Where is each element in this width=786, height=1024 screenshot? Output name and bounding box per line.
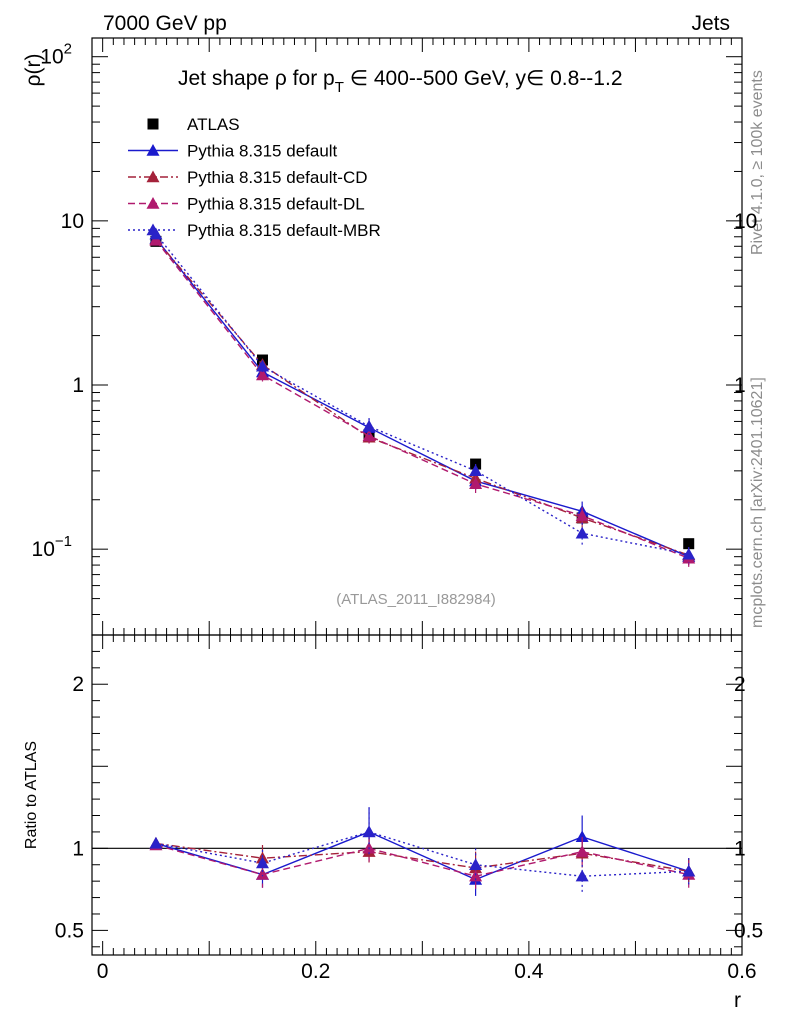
main-series bbox=[149, 227, 696, 567]
data-point bbox=[575, 845, 589, 857]
data-point bbox=[469, 477, 483, 490]
legend-marker bbox=[146, 197, 160, 209]
ratio-y-tick-label: 2 bbox=[72, 673, 84, 696]
data-point bbox=[682, 864, 696, 877]
legend-label: Pythia 8.315 default-MBR bbox=[187, 221, 381, 240]
legend-entry: Pythia 8.315 default-CD bbox=[128, 168, 368, 187]
rivet-label: Rivet 4.1.0, ≥ 100k events bbox=[749, 70, 766, 255]
x-tick-label: 0.2 bbox=[301, 960, 330, 983]
legend-label: ATLAS bbox=[187, 115, 240, 134]
ratio-series bbox=[149, 807, 696, 896]
legend-marker bbox=[147, 118, 159, 130]
y-tick-label: 1 bbox=[734, 374, 746, 397]
data-point bbox=[469, 869, 483, 882]
series-line bbox=[155, 238, 689, 558]
data-point bbox=[255, 368, 269, 381]
y-tick-label: 102 bbox=[40, 41, 72, 69]
legend-label: Pythia 8.315 default-CD bbox=[187, 168, 368, 187]
ratio-axes: 0.5 0.51 12 20 0.2 0.4 0.6 bbox=[55, 634, 763, 983]
series-pythia-8-315-default-dl bbox=[149, 233, 696, 567]
data-point bbox=[362, 825, 376, 838]
analysis-watermark: (ATLAS_2011_I882984) bbox=[336, 591, 496, 608]
series-pythia-8-315-default-mbr bbox=[149, 227, 696, 563]
legend-label: Pythia 8.315 default-DL bbox=[187, 195, 365, 214]
legend: ATLAS Pythia 8.315 default Pythia 8.315 de… bbox=[128, 115, 381, 240]
series-line bbox=[155, 831, 689, 881]
legend-entry: ATLAS bbox=[147, 115, 240, 134]
series-pythia-8-315-default bbox=[149, 232, 696, 566]
header-right: Jets bbox=[691, 12, 730, 35]
legend-entry: Pythia 8.315 default bbox=[128, 142, 338, 161]
y-tick-label: 10 bbox=[61, 210, 84, 233]
x-axis-label: r bbox=[734, 989, 741, 1012]
x-tick-label: 0 bbox=[97, 960, 109, 983]
series-pythia-8-315-default bbox=[149, 807, 696, 896]
x-tick-label: 0.4 bbox=[514, 960, 544, 983]
ratio-panel: Ratio to ATLAS r 0.5 0.51 12 20 0.2 0.4 0.6 bbox=[23, 634, 763, 1012]
mcplots-label: mcplots.cern.ch [arXiv:2401.10621] bbox=[749, 377, 766, 628]
series-line bbox=[155, 239, 689, 559]
series-pythia-8-315-default-cd bbox=[149, 836, 696, 885]
y-axis-label: ρ(r) bbox=[22, 54, 45, 87]
ratio-y-tick-label: 1 bbox=[72, 837, 84, 860]
data-point bbox=[575, 869, 589, 882]
series-line bbox=[155, 842, 689, 872]
legend-label: Pythia 8.315 default bbox=[187, 142, 338, 161]
data-point bbox=[255, 868, 269, 880]
header-left: 7000 GeV pp bbox=[103, 12, 227, 35]
data-point bbox=[575, 830, 589, 843]
y-tick-label: 10 bbox=[734, 210, 757, 233]
ratio-y-tick-label: 0.5 bbox=[734, 919, 763, 942]
series-pythia-8-315-default-cd bbox=[149, 232, 696, 564]
ratio-y-tick-label: 0.5 bbox=[55, 919, 84, 942]
series-line bbox=[155, 239, 689, 556]
legend-entry: Pythia 8.315 default-MBR bbox=[128, 221, 381, 240]
data-point bbox=[469, 858, 483, 870]
data-point bbox=[575, 526, 589, 539]
data-point bbox=[255, 359, 269, 372]
series-line bbox=[155, 831, 689, 877]
main-panel: Jet shape ρ for pT ∈ 400--500 GeV, y∈ 0.… bbox=[22, 37, 757, 636]
y-tick-label: 1 bbox=[72, 374, 84, 397]
main-axes: 10−1 1 1 10 10 102 bbox=[32, 37, 757, 636]
legend-entry: Pythia 8.315 default-DL bbox=[128, 195, 365, 214]
legend-marker bbox=[146, 144, 160, 156]
ratio-frame bbox=[91, 634, 743, 956]
data-point bbox=[255, 856, 269, 869]
ratio-y-tick-label: 2 bbox=[734, 673, 746, 696]
data-point bbox=[575, 509, 589, 521]
ratio-y-axis-label: Ratio to ATLAS bbox=[23, 741, 40, 849]
series-pythia-8-315-default-mbr bbox=[149, 807, 696, 893]
data-point bbox=[683, 538, 695, 550]
chart-title: Jet shape ρ for pT ∈ 400--500 GeV, y∈ 0.… bbox=[178, 67, 623, 96]
data-point bbox=[362, 429, 376, 442]
y-tick-label: 10−1 bbox=[32, 533, 72, 561]
series-line bbox=[155, 844, 689, 877]
data-point bbox=[362, 419, 376, 432]
data-point bbox=[469, 464, 483, 477]
series-pythia-8-315-default-dl bbox=[149, 835, 696, 893]
data-point bbox=[149, 836, 163, 849]
data-point bbox=[682, 547, 696, 560]
series-atlas bbox=[150, 235, 695, 550]
legend-marker bbox=[146, 223, 160, 236]
x-tick-label: 0.6 bbox=[727, 960, 756, 983]
legend-marker bbox=[146, 170, 160, 183]
data-point bbox=[149, 233, 163, 246]
series-line bbox=[155, 233, 689, 556]
